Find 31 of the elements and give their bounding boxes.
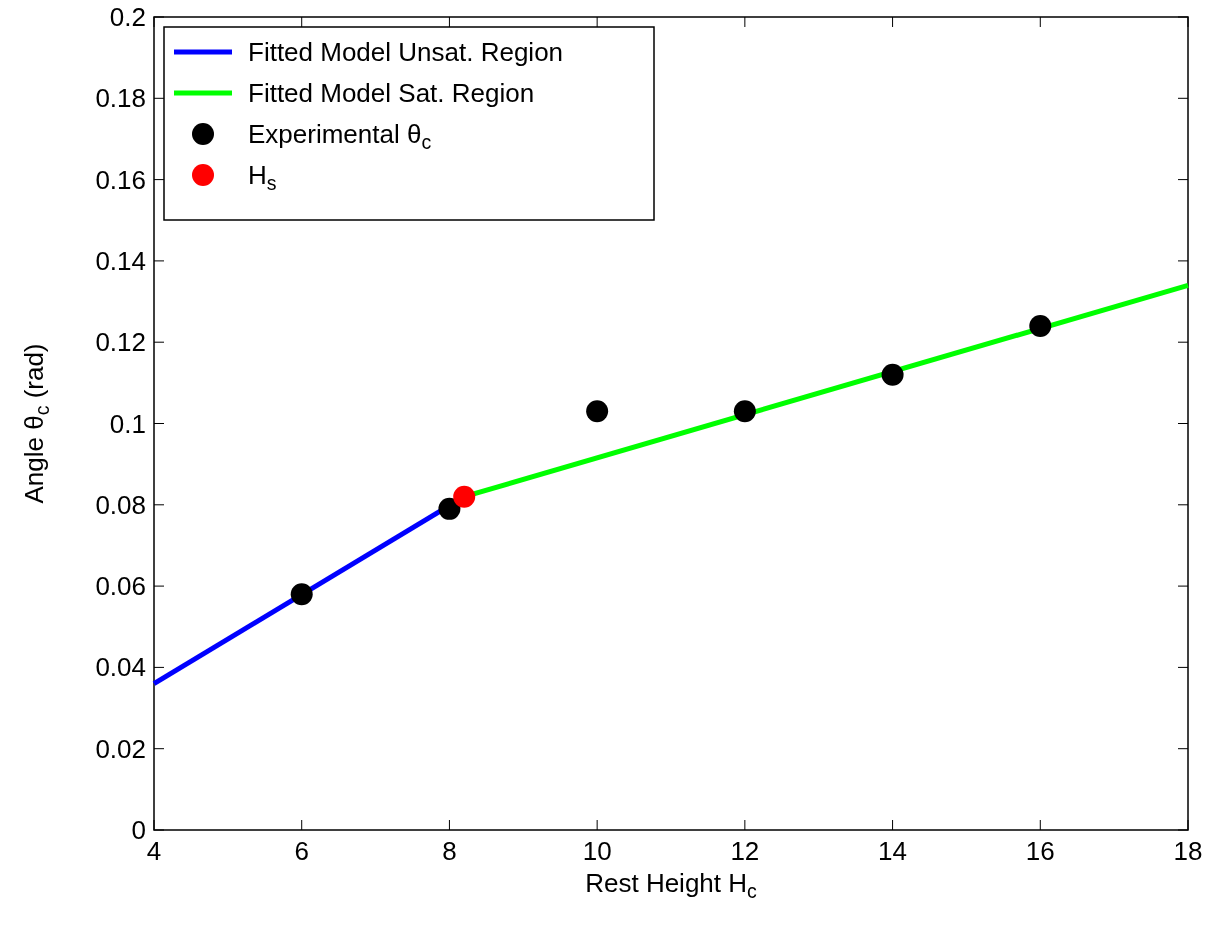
y-tick-label: 0.08 [95, 489, 146, 520]
point [586, 400, 609, 423]
y-tick-label: 0.04 [95, 652, 146, 683]
legend-label: Fitted Model Unsat. Region [248, 37, 564, 67]
y-tick-label: 0.14 [95, 245, 146, 276]
y-tick-label: 0.16 [95, 164, 146, 195]
point [1029, 314, 1052, 337]
point [881, 363, 904, 386]
y-tick-label: 0.06 [95, 571, 146, 602]
x-tick-label: 16 [1025, 836, 1055, 866]
x-tick-label: 8 [442, 836, 457, 866]
x-tick-label: 4 [146, 836, 162, 866]
x-tick-label: 12 [730, 836, 760, 866]
point [290, 583, 313, 606]
x-tick-label: 10 [582, 836, 612, 866]
legend-label: Experimental θ$_{c}$ [248, 119, 432, 153]
x-tick-label: 14 [878, 836, 908, 866]
y-tick-label: 0.18 [95, 83, 146, 114]
x-tick-label: 18 [1173, 836, 1203, 866]
point [733, 400, 756, 423]
point [438, 497, 461, 520]
y-tick-label: 0 [131, 815, 146, 845]
legend-label: Fitted Model Sat. Region [248, 78, 535, 108]
y-tick-label: 0.1 [109, 408, 146, 439]
y-tick-label: 0.12 [95, 327, 146, 358]
point [453, 485, 476, 508]
y-tick-label: 0.02 [95, 733, 146, 764]
legend-label: H$_{s}$ [248, 160, 277, 194]
y-tick-label: 0.2 [109, 2, 146, 32]
x-tick-label: 6 [294, 836, 309, 866]
x-axis-title: Rest Height H$_{c}$ [585, 868, 758, 902]
